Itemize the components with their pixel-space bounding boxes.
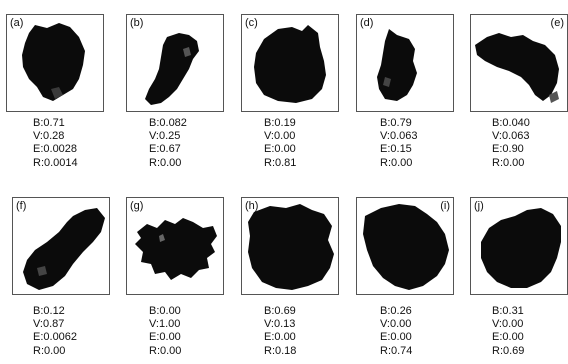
stat-v: V:1.00 <box>149 318 181 331</box>
stat-v: V:0.87 <box>33 318 65 331</box>
stat-e: E:0.0028 <box>33 143 78 156</box>
panel-label: (c) <box>245 17 258 29</box>
stat-e: E:0.67 <box>149 143 181 156</box>
stat-b: B:0.082 <box>149 117 187 129</box>
stat-r: R:0.00 <box>149 344 182 357</box>
stat-e: E:0.15 <box>380 143 412 156</box>
particle-panel-i: (i) <box>356 197 454 295</box>
stats-block-j: B:0.31 V:0.00 E:0.00 R:0.69 <box>492 305 524 358</box>
particle-panel-b: (b) <box>126 14 224 112</box>
panel-label: (e) <box>550 17 564 29</box>
particle-silhouette-j <box>481 208 561 288</box>
stat-v: V:0.00 <box>492 318 524 331</box>
stats-block-i: B:0.26 V:0.00 E:0.00 R:0.74 <box>380 305 412 358</box>
particle-silhouette-a <box>22 23 85 101</box>
stat-v: V:0.28 <box>33 130 65 143</box>
stats-block-h: B:0.69 V:0.13 E:0.00 R:0.18 <box>264 305 296 358</box>
stat-e: E:0.00 <box>149 331 181 344</box>
particle-silhouette-g <box>135 218 217 280</box>
panel-label: (a) <box>10 17 24 29</box>
stat-e: E:0.0062 <box>33 331 78 344</box>
stat-r: R:0.69 <box>492 344 525 357</box>
stat-e: E:0.00 <box>264 331 296 344</box>
stats-block-c: B:0.19 V:0.00 E:0.00 R:0.81 <box>264 117 296 170</box>
panel-label: (g) <box>130 200 144 212</box>
stat-r: R:0.00 <box>149 156 182 169</box>
particle-silhouette-i <box>363 204 449 290</box>
stat-b: B:0.19 <box>264 117 296 129</box>
stats-block-d: B:0.79 V:0.063 E:0.15 R:0.00 <box>380 117 418 170</box>
particle-panel-h: (h) <box>241 197 339 295</box>
stats-block-b: B:0.082 V:0.25 E:0.67 R:0.00 <box>149 117 187 170</box>
stat-v: V:0.00 <box>380 318 412 331</box>
stat-r: R:0.18 <box>264 344 297 357</box>
particle-silhouette-f <box>23 208 105 290</box>
stat-r: R:0.00 <box>492 156 525 169</box>
stat-b: B:0.12 <box>33 305 65 317</box>
panel-label: (d) <box>360 17 374 29</box>
stat-v: V:0.00 <box>264 130 296 143</box>
stat-e: E:0.00 <box>492 331 524 344</box>
particle-panel-g: (g) <box>126 197 224 295</box>
stat-r: R:0.0014 <box>33 156 78 169</box>
stat-b: B:0.31 <box>492 305 524 317</box>
particle-panel-e: (e) <box>470 14 568 112</box>
stats-block-f: B:0.12 V:0.87 E:0.0062 R:0.00 <box>33 305 77 358</box>
particle-silhouette-e <box>475 33 559 103</box>
particle-panel-a: (a) <box>6 14 104 112</box>
stat-r: R:0.74 <box>380 344 413 357</box>
panel-label: (j) <box>474 200 484 212</box>
particle-silhouette-c <box>254 25 326 103</box>
panel-label: (i) <box>440 200 450 212</box>
stat-b: B:0.040 <box>492 117 530 129</box>
stat-b: B:0.26 <box>380 305 412 317</box>
stat-r: R:0.00 <box>380 156 413 169</box>
stat-e: E:0.00 <box>264 143 296 156</box>
stats-block-e: B:0.040 V:0.063 E:0.90 R:0.00 <box>492 117 530 170</box>
stat-b: B:0.00 <box>149 305 181 317</box>
stat-v: V:0.063 <box>380 130 418 143</box>
stats-block-g: B:0.00 V:1.00 E:0.00 R:0.00 <box>149 305 181 358</box>
panel-label: (h) <box>245 200 259 212</box>
particle-panel-d: (d) <box>356 14 454 112</box>
stat-b: B:0.69 <box>264 305 296 317</box>
stat-r: R:0.81 <box>264 156 297 169</box>
stat-b: B:0.79 <box>380 117 412 129</box>
stat-b: B:0.71 <box>33 117 65 129</box>
particle-panel-c: (c) <box>241 14 339 112</box>
particle-silhouette-d <box>377 29 417 101</box>
panel-label: (b) <box>130 17 144 29</box>
panel-label: (f) <box>16 200 27 212</box>
stat-v: V:0.25 <box>149 130 181 143</box>
stat-r: R:0.00 <box>33 344 66 357</box>
stats-block-a: B:0.71 V:0.28 E:0.0028 R:0.0014 <box>33 117 78 170</box>
particle-silhouette-b <box>145 33 199 105</box>
stat-v: V:0.063 <box>492 130 530 143</box>
particle-silhouette-h <box>248 204 334 290</box>
stat-e: E:0.90 <box>492 143 524 156</box>
stat-v: V:0.13 <box>264 318 296 331</box>
stat-e: E:0.00 <box>380 331 412 344</box>
particle-panel-f: (f) <box>12 197 110 295</box>
particle-panel-j: (j) <box>470 197 568 295</box>
